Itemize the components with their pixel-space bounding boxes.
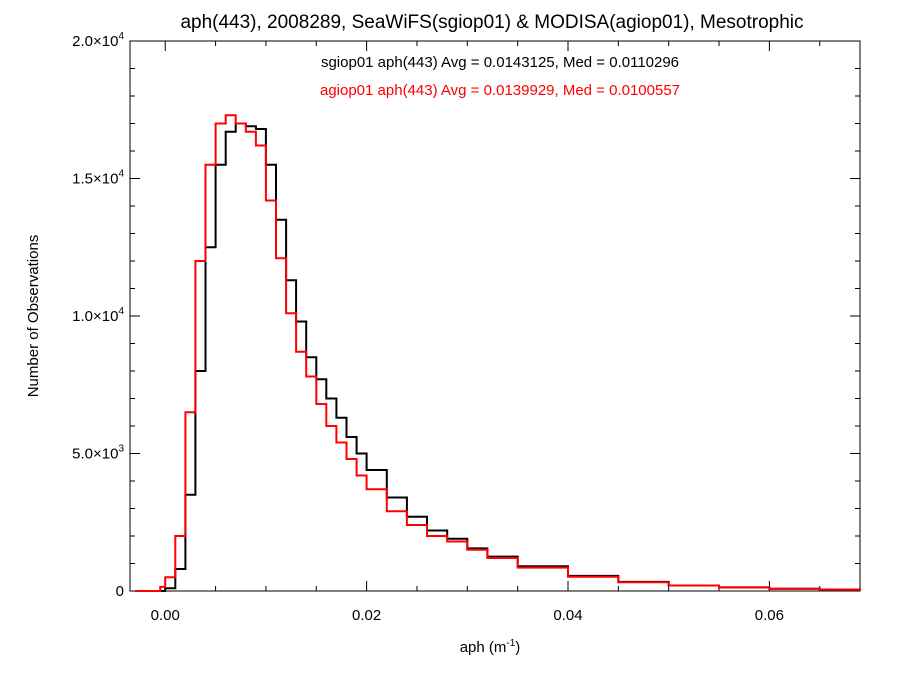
y-tick-label: 1.0×104 (72, 306, 124, 325)
annotation-sgiop01: sgiop01 aph(443) Avg = 0.0143125, Med = … (321, 54, 679, 71)
y-tick-label-mantissa: 1.0×10 (72, 308, 118, 325)
y-tick-label-exponent: 4 (118, 306, 124, 317)
series-group (135, 114, 861, 592)
series-line-agiop01 (135, 114, 861, 592)
y-tick-label-mantissa: 2.0×10 (72, 33, 118, 50)
y-tick-label-exponent: 4 (118, 169, 124, 180)
y-tick-label-mantissa: 5.0×10 (72, 446, 118, 463)
x-tick-label: 0.06 (755, 607, 784, 624)
chart-title: aph(443), 2008289, SeaWiFS(sgiop01) & MO… (180, 12, 803, 33)
x-tick-label: 0.04 (553, 607, 582, 624)
x-axis-ticks: 0.00 0.02 0.04 0.06 (151, 41, 821, 624)
annotation-agiop01: agiop01 aph(443) Avg = 0.0139929, Med = … (320, 82, 680, 99)
y-tick-label-mantissa: 1.5×10 (72, 171, 118, 188)
x-tick-label: 0.00 (151, 607, 180, 624)
x-axis-label-main: aph (m (460, 639, 507, 656)
x-tick-label: 0.02 (352, 607, 381, 624)
y-tick-label: 1.5×104 (72, 169, 124, 188)
y-tick-label: 0 (116, 583, 124, 600)
x-axis-label-close: ) (515, 639, 520, 656)
y-tick-label-mantissa: 0 (116, 583, 124, 600)
y-axis-label: Number of Observations (25, 235, 42, 398)
y-tick-label: 2.0×104 (72, 31, 124, 50)
series-line-sgiop01 (135, 122, 861, 592)
y-tick-label: 5.0×103 (72, 444, 124, 463)
x-axis-label: aph (m-1) (460, 638, 521, 656)
y-tick-label-exponent: 3 (118, 444, 124, 455)
y-tick-label-exponent: 4 (118, 31, 124, 42)
x-axis-label-exponent: -1 (506, 638, 515, 649)
